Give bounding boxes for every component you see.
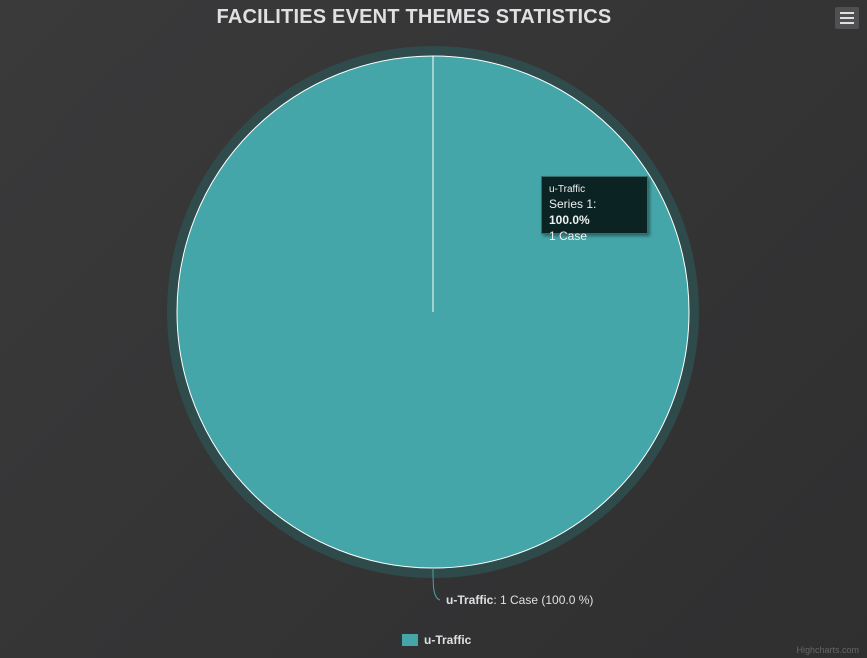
hamburger-menu-icon-bar: [840, 22, 854, 24]
legend-item-u-traffic[interactable]: u-Traffic: [402, 633, 471, 647]
hamburger-menu-icon-bar: [840, 17, 854, 19]
data-label-name: u-Traffic: [446, 593, 494, 607]
legend-swatch: [402, 634, 418, 646]
chart-tooltip: u-Traffic Series 1: 100.0% 1 Case: [541, 176, 648, 243]
credits-link[interactable]: Highcharts.com: [796, 645, 859, 655]
data-label-value: : 1 Case (100.0 %): [493, 593, 593, 607]
hamburger-menu-icon: [840, 12, 854, 14]
tooltip-series-line: Series 1: 100.0%: [549, 196, 640, 228]
tooltip-count: 1 Case: [549, 229, 588, 243]
tooltip-header: u-Traffic: [549, 184, 586, 195]
data-label-connector: [432, 567, 441, 601]
pie-slices-group: [176, 55, 690, 569]
tooltip-value: 100.0%: [549, 213, 590, 227]
pie-data-label: u-Traffic: 1 Case (100.0 %): [446, 593, 593, 607]
chart-context-menu-button[interactable]: [835, 7, 859, 29]
chart-title: FACILITIES EVENT THEMES STATISTICS: [216, 6, 612, 28]
tooltip-series-label: Series 1:: [549, 197, 597, 211]
legend-label: u-Traffic: [424, 633, 472, 647]
